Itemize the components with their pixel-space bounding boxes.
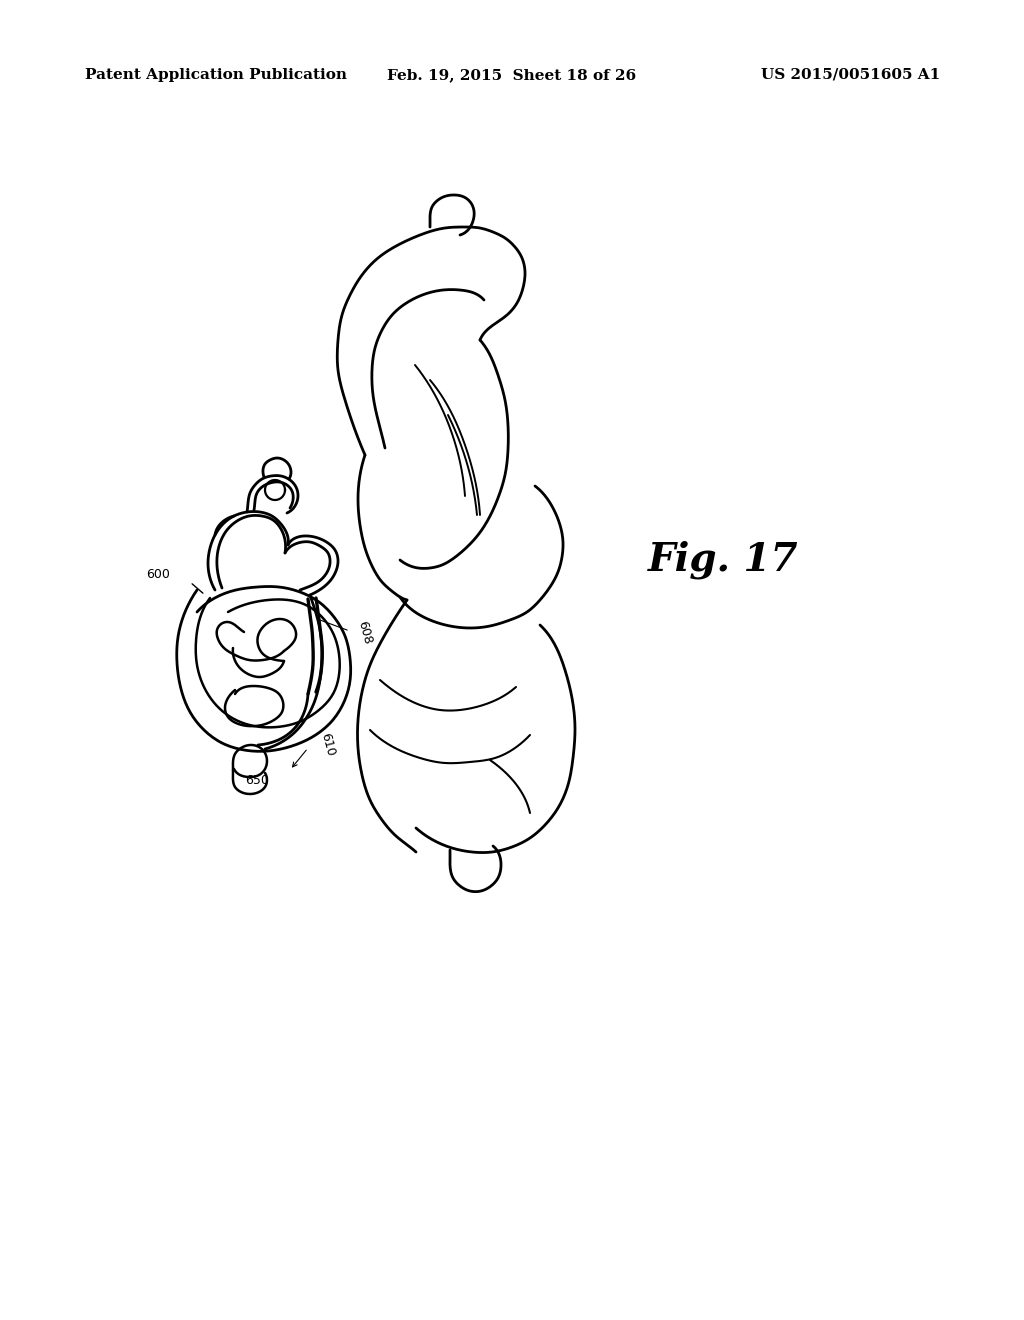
Text: 608: 608 [355, 620, 374, 647]
Text: Patent Application Publication: Patent Application Publication [85, 69, 347, 82]
Text: Feb. 19, 2015  Sheet 18 of 26: Feb. 19, 2015 Sheet 18 of 26 [387, 69, 637, 82]
Text: Fig. 17: Fig. 17 [648, 541, 799, 579]
Text: 650: 650 [245, 774, 269, 787]
Text: 600: 600 [146, 569, 170, 582]
Text: US 2015/0051605 A1: US 2015/0051605 A1 [761, 69, 940, 82]
Text: 610: 610 [318, 731, 337, 758]
